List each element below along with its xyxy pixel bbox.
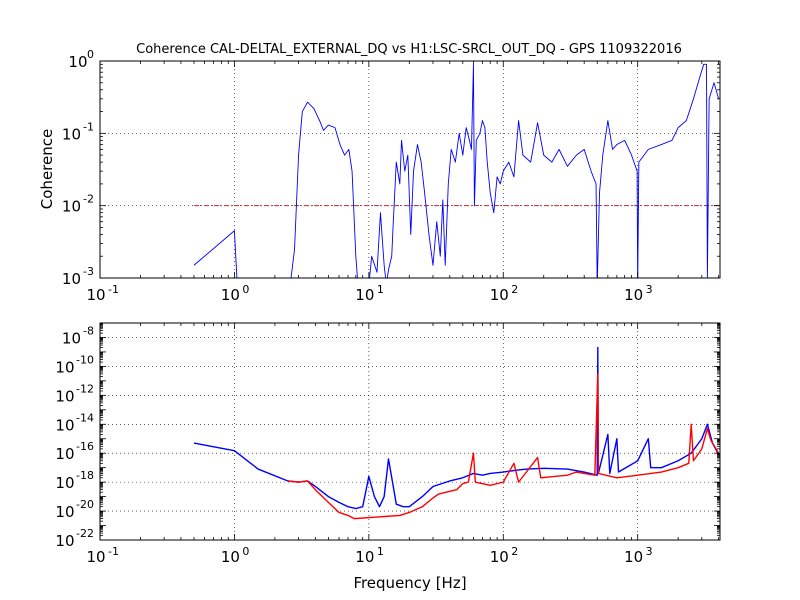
y-tick-label-exponent: -22 xyxy=(76,527,94,540)
x-tick-label: 10 xyxy=(221,548,240,566)
series-line-blue xyxy=(193,346,720,510)
plot-area xyxy=(193,63,720,278)
y-tick-label-exponent: -14 xyxy=(76,411,94,424)
x-tick-label-exponent: 1 xyxy=(377,545,384,558)
x-tick-label: 10 xyxy=(355,548,374,566)
y-tick-label-exponent: 0 xyxy=(87,48,94,61)
x-tick-label-exponent: 2 xyxy=(511,545,518,558)
y-tick-label: 10 xyxy=(55,387,74,405)
y-tick-label-exponent: -1 xyxy=(83,120,94,133)
y-tick-label-exponent: -20 xyxy=(76,498,94,511)
plot-area xyxy=(193,346,720,520)
chart-title: Coherence CAL-DELTAL_EXTERNAL_DQ vs H1:L… xyxy=(136,42,682,57)
x-axis-label: Frequency [Hz] xyxy=(353,574,466,592)
y-tick-label: 10 xyxy=(68,53,87,71)
x-tick-label: 10 xyxy=(490,286,509,304)
x-tick-label-exponent: -1 xyxy=(108,283,119,296)
y-tick-label-exponent: -8 xyxy=(83,324,94,337)
y-tick-label-exponent: -16 xyxy=(76,440,94,453)
y-tick-label: 10 xyxy=(55,358,74,376)
y-tick-label: 10 xyxy=(55,416,74,434)
x-tick-label-exponent: 1 xyxy=(377,283,384,296)
x-tick-label-exponent: 3 xyxy=(646,283,653,296)
x-tick-label-exponent: 2 xyxy=(511,283,518,296)
asd-plot: 10 -1 10 0 10 1 10 2 10 3-2210-2010-1810-1610-141… xyxy=(55,322,721,566)
y-tick-label-exponent: -3 xyxy=(83,265,94,278)
y-tick-label: 10 xyxy=(62,125,81,143)
x-tick-label: 10 xyxy=(624,548,643,566)
x-tick-label: 10 xyxy=(624,286,643,304)
y-tick-label: 10 xyxy=(55,474,74,492)
y-tick-label-exponent: -18 xyxy=(76,469,94,482)
x-tick-label: 10 xyxy=(86,286,105,304)
axes-frame xyxy=(99,322,721,541)
x-tick-label-exponent: 3 xyxy=(646,545,653,558)
series-line-blue xyxy=(193,63,720,278)
y-tick-label: 10 xyxy=(55,445,74,463)
y-tick-label-exponent: -12 xyxy=(76,382,94,395)
y-tick-label: 10 xyxy=(62,198,81,216)
top-y-axis-label: Coherence xyxy=(38,129,56,209)
y-tick-label: 10 xyxy=(62,329,81,347)
x-tick-label-exponent: 0 xyxy=(242,545,249,558)
y-tick-label: 10 xyxy=(55,532,74,550)
x-tick-label: 10 xyxy=(355,286,374,304)
x-tick-label: 10 xyxy=(221,286,240,304)
y-tick-label: 10 xyxy=(62,270,81,288)
x-tick-label-exponent: 0 xyxy=(242,283,249,296)
x-tick-label-exponent: -1 xyxy=(108,545,119,558)
axes-frame xyxy=(99,60,721,279)
x-tick-label: 10 xyxy=(86,548,105,566)
y-tick-label-exponent: -10 xyxy=(76,353,94,366)
y-tick-label: 10 xyxy=(55,503,74,521)
series-line-red xyxy=(287,373,720,520)
y-tick-label-exponent: -2 xyxy=(83,193,94,206)
x-tick-label: 10 xyxy=(490,548,509,566)
